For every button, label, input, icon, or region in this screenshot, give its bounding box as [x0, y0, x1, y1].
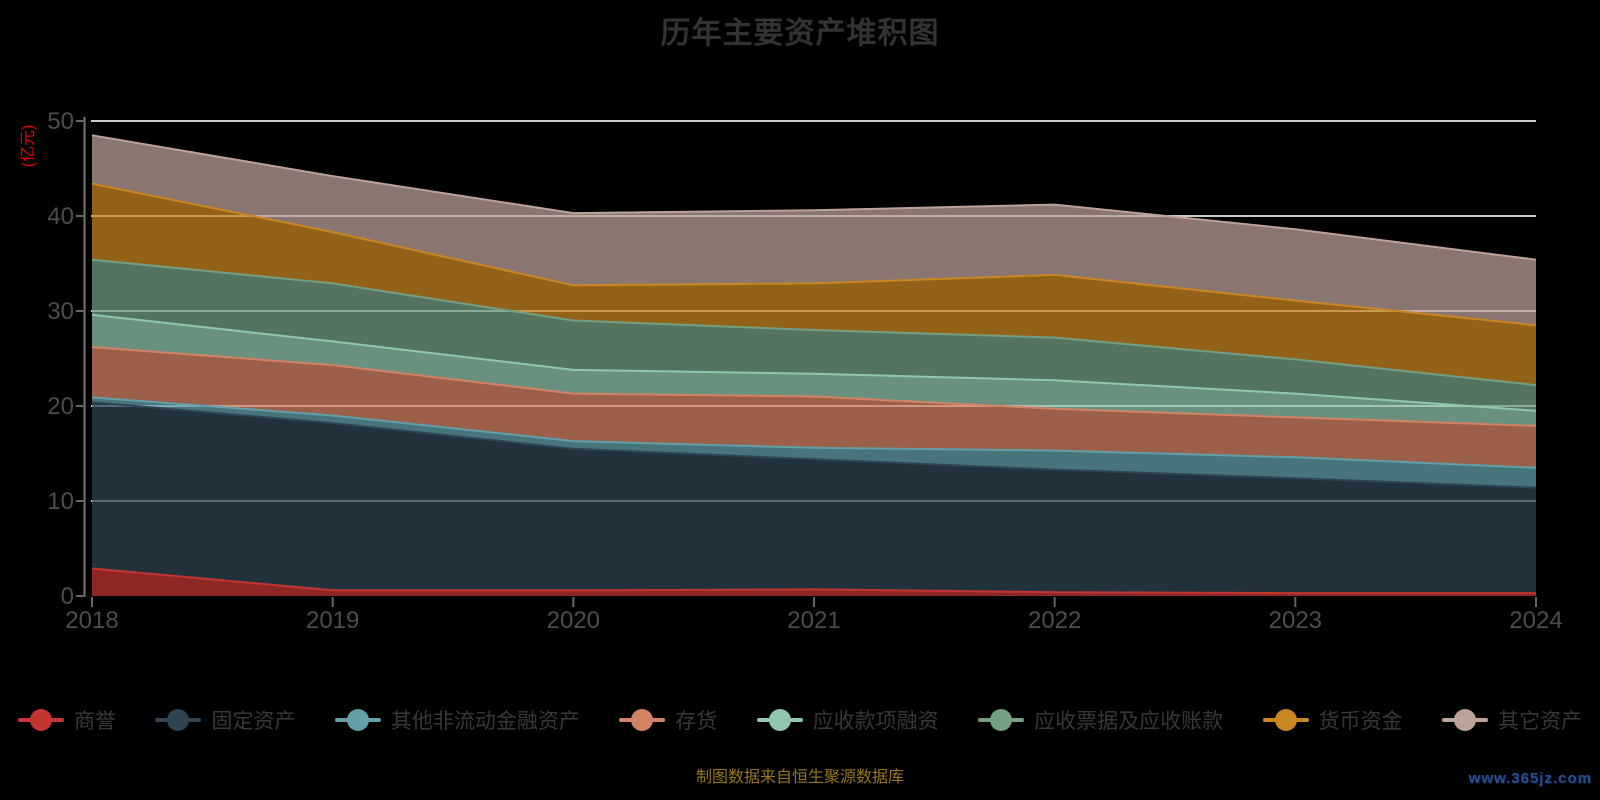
chart-legend: 商誉 固定资产 其他非流动金融资产 存货 应收款项融资 应收票据及应收账款 货币资金 其它资产 — [18, 701, 1582, 739]
legend-item-7[interactable]: 其它资产 — [1441, 705, 1582, 735]
legend-item-3[interactable]: 存货 — [619, 705, 717, 735]
area-series-2[interactable] — [92, 397, 1536, 488]
area-series-4[interactable] — [92, 314, 1536, 426]
x-axis-tick-label: 2023 — [1269, 607, 1322, 634]
area-series-3[interactable] — [92, 347, 1536, 468]
legend-item-5[interactable]: 应收票据及应收账款 — [978, 705, 1223, 735]
y-axis-tick-label: 50 — [47, 108, 74, 135]
y-axis-tick-label: 30 — [47, 298, 74, 325]
line-series-4 — [91, 313, 1537, 412]
legend-label: 商誉 — [74, 710, 116, 733]
legend-line-circle-icon — [155, 709, 202, 731]
chart-title: 历年主要资产堆积图 — [660, 17, 940, 50]
line-series-1 — [91, 401, 1537, 489]
area-series-5[interactable] — [92, 259, 1536, 411]
legend-line-circle-icon — [1262, 709, 1309, 731]
area-series-1[interactable] — [92, 402, 1536, 594]
x-axis-tick-label: 2024 — [1509, 607, 1562, 634]
x-axis-tick-label: 2019 — [306, 607, 359, 634]
legend-line-circle-icon — [619, 709, 666, 731]
y-axis-tick-label: 40 — [47, 203, 74, 230]
line-series-6 — [91, 182, 1537, 327]
legend-label: 存货 — [675, 710, 718, 733]
legend-line-circle-icon — [1441, 709, 1488, 731]
line-series-2 — [91, 396, 1537, 469]
legend-line-circle-icon — [18, 709, 64, 731]
x-axis-tick-label: 2018 — [65, 607, 118, 634]
x-axis-tick-label: 2020 — [547, 607, 600, 634]
data-source-note: 制图数据来自恒生聚源数据库 — [695, 769, 904, 786]
legend-label: 应收款项融资 — [812, 710, 939, 733]
legend-label: 货币资金 — [1318, 710, 1403, 733]
line-series-5 — [91, 258, 1537, 387]
y-axis-tick-label: 10 — [47, 488, 74, 515]
y-axis-tick-label: 20 — [47, 393, 74, 420]
legend-label: 应收票据及应收账款 — [1034, 710, 1224, 733]
legend-item-1[interactable]: 固定资产 — [155, 705, 295, 735]
legend-item-6[interactable]: 货币资金 — [1262, 705, 1403, 735]
legend-label: 其他非流动金融资产 — [390, 710, 580, 733]
x-axis-tick-label: 2022 — [1028, 607, 1081, 634]
y-axis-tick-label: 0 — [61, 583, 74, 610]
x-axis-tick-label: 2021 — [787, 607, 840, 634]
line-series-7 — [91, 134, 1537, 261]
legend-item-4[interactable]: 应收款项融资 — [756, 705, 939, 735]
line-series-0 — [91, 567, 1536, 595]
area-series-7[interactable] — [92, 135, 1536, 326]
legend-item-2[interactable]: 其他非流动金融资产 — [334, 705, 580, 735]
legend-line-circle-icon — [334, 709, 381, 731]
legend-item-0[interactable]: 商誉 — [18, 705, 116, 735]
legend-label: 其它资产 — [1497, 710, 1582, 733]
legend-label: 固定资产 — [211, 710, 296, 733]
legend-line-circle-icon — [978, 709, 1025, 731]
watermark: www.365jz.com — [1468, 770, 1592, 787]
line-series-3 — [91, 346, 1537, 427]
legend-line-circle-icon — [756, 709, 803, 731]
